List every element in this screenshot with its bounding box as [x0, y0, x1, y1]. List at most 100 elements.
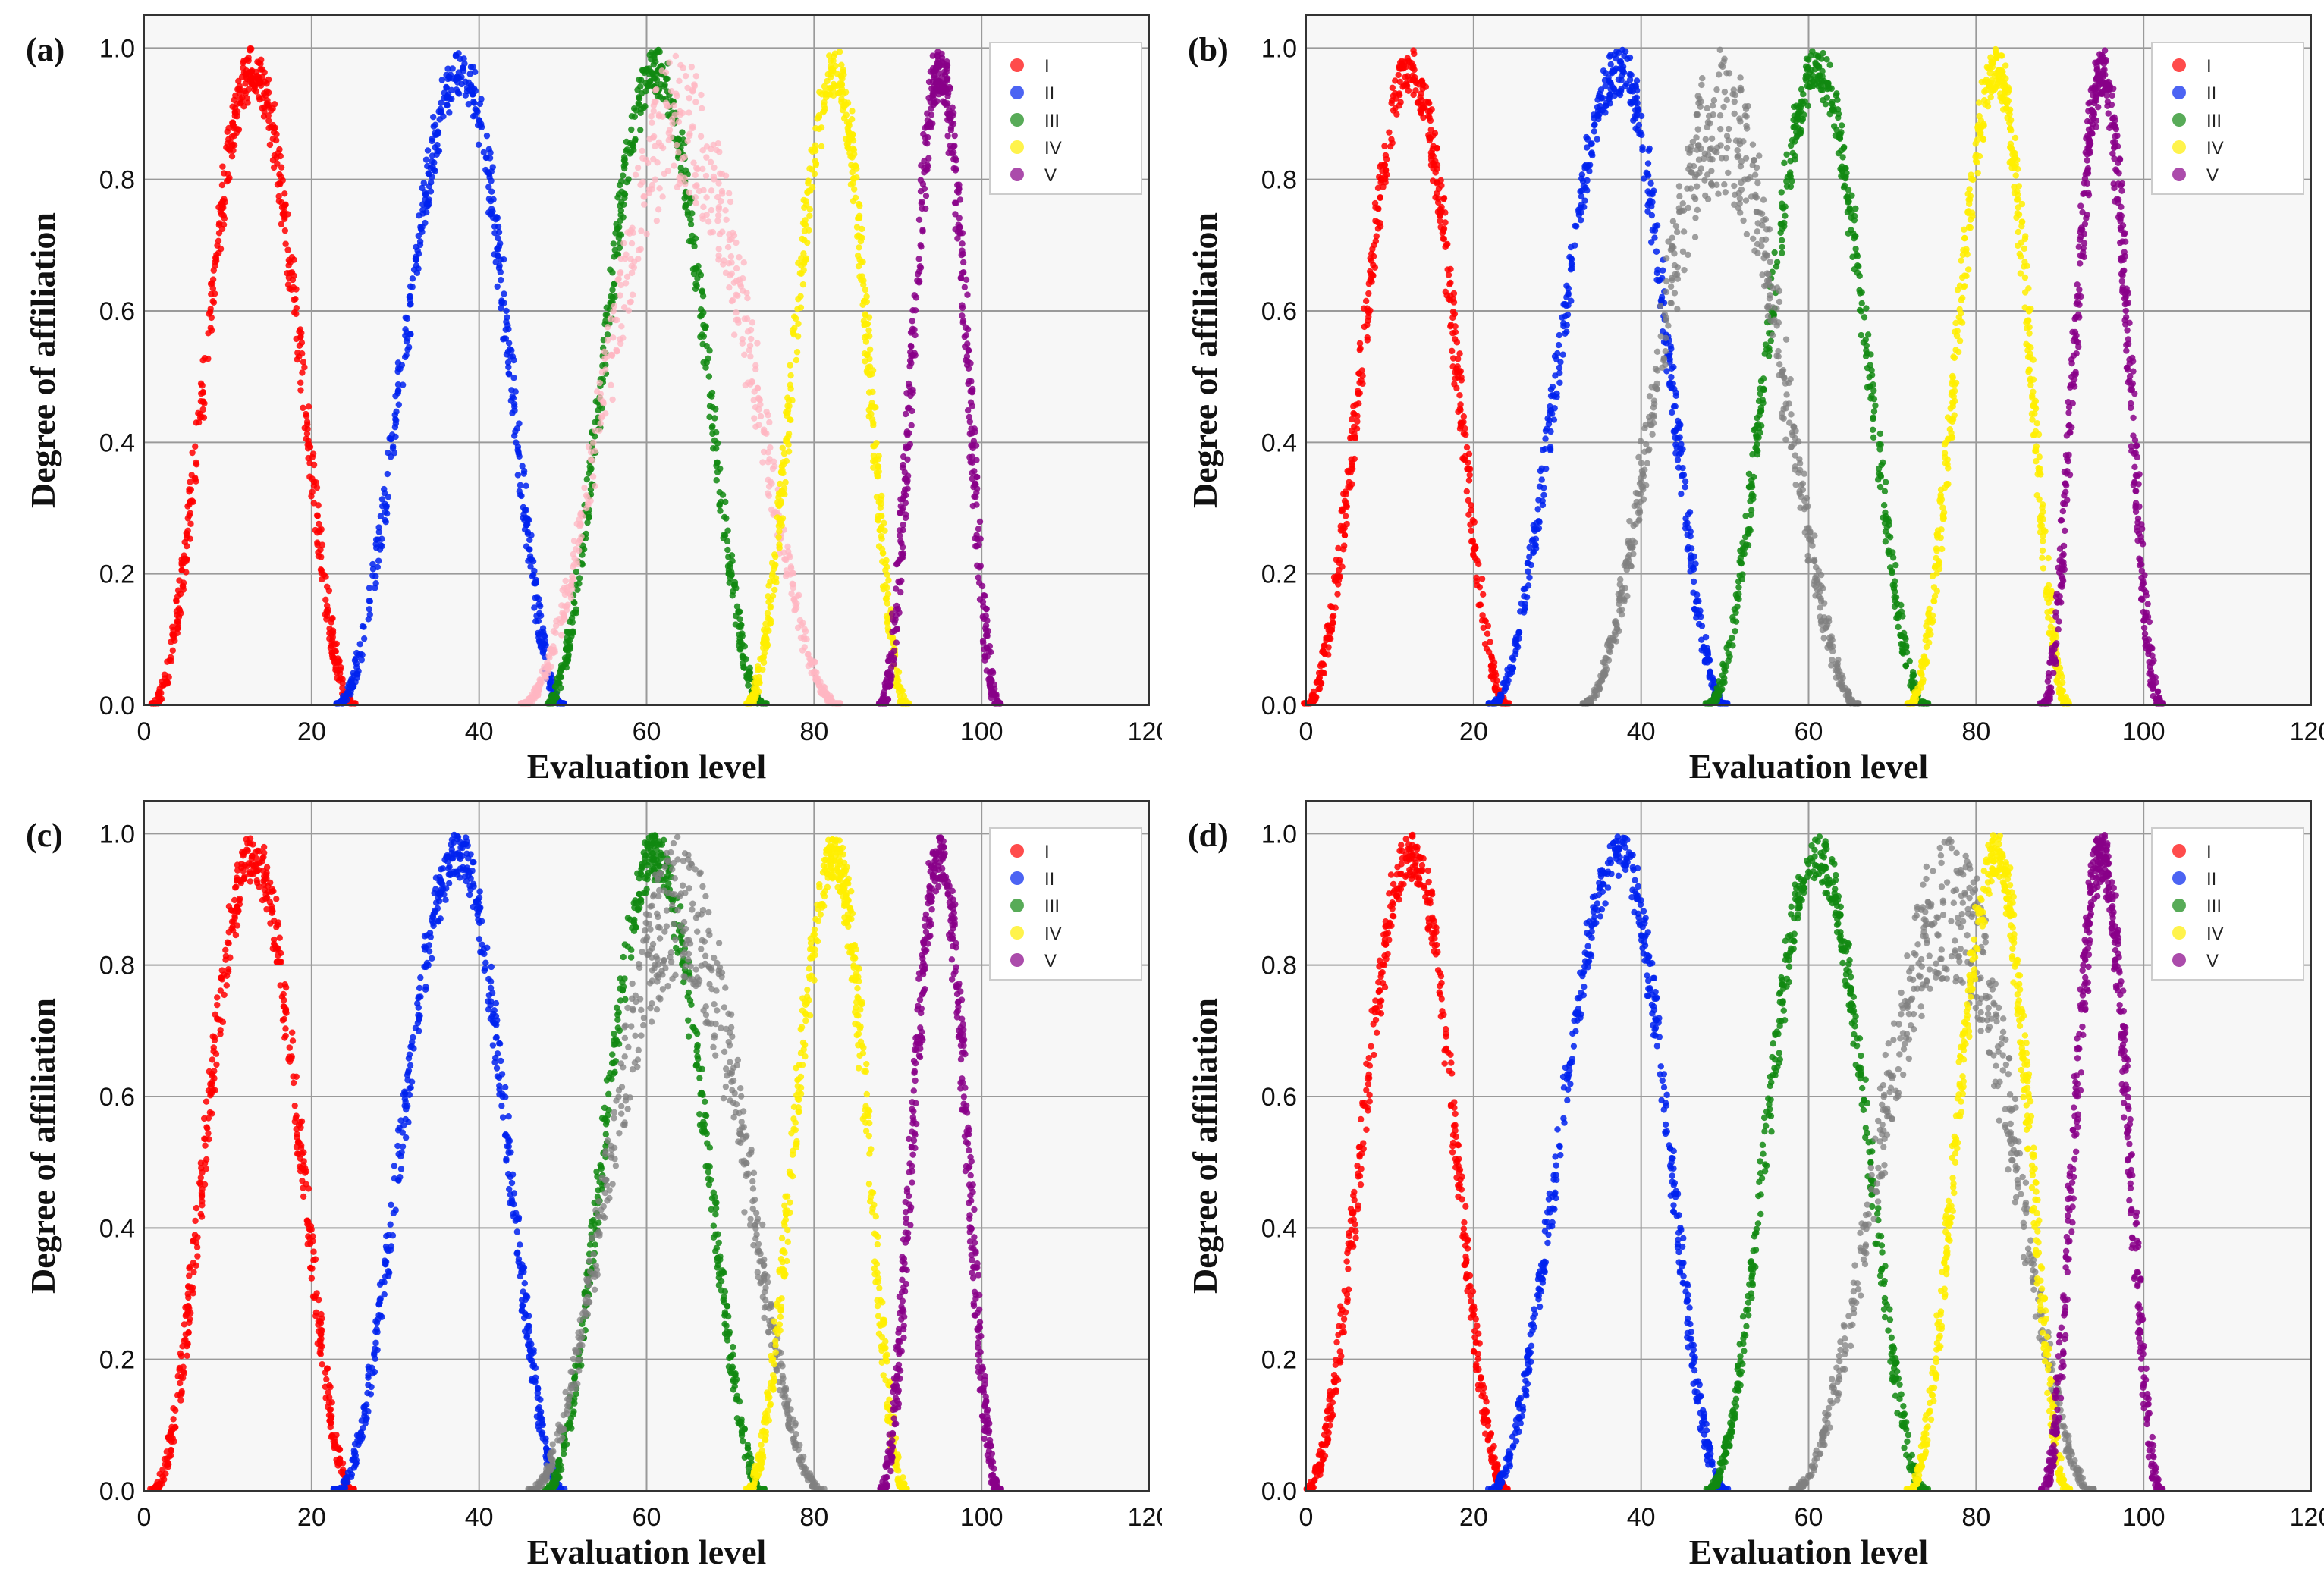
data-point: [621, 156, 628, 163]
data-point: [700, 203, 707, 211]
data-point: [958, 251, 965, 259]
data-point: [604, 331, 611, 338]
data-point: [536, 676, 543, 683]
data-point: [652, 176, 659, 183]
data-point: [616, 336, 623, 343]
data-point: [587, 497, 594, 504]
data-point: [219, 163, 226, 170]
data-point: [1875, 465, 1883, 472]
data-point: [1427, 126, 1434, 133]
data-point: [494, 252, 501, 259]
data-point: [1405, 87, 1412, 94]
data-point: [762, 645, 770, 651]
data-point: [881, 689, 888, 695]
data-point: [900, 521, 906, 529]
data-point: [902, 410, 909, 418]
data-point: [569, 585, 576, 592]
data-point: [1449, 314, 1456, 322]
data-point: [780, 549, 787, 556]
data-point: [1381, 173, 1389, 180]
data-point: [667, 87, 675, 95]
data-point: [1313, 679, 1320, 686]
data-point: [636, 83, 644, 90]
data-point: [729, 297, 736, 304]
data-point: [1594, 108, 1602, 115]
data-point: [1668, 374, 1675, 381]
data-point: [542, 672, 549, 679]
data-point: [855, 232, 862, 239]
data-point: [1701, 177, 1708, 184]
data-point: [611, 281, 617, 288]
data-point: [893, 674, 901, 682]
data-point: [1826, 61, 1833, 68]
data-point: [273, 130, 280, 138]
data-point: [201, 354, 209, 362]
data-point: [303, 419, 311, 425]
data-point: [755, 688, 762, 695]
data-point: [679, 109, 686, 117]
data-point: [944, 93, 951, 100]
data-point: [1782, 203, 1789, 210]
data-point: [836, 82, 843, 89]
data-point: [156, 686, 163, 692]
data-point: [1452, 369, 1459, 376]
data-point: [1437, 218, 1443, 224]
data-point: [1445, 295, 1452, 303]
data-point: [152, 696, 159, 704]
data-point: [768, 480, 775, 487]
data-point: [964, 406, 972, 414]
data-point: [1795, 111, 1802, 118]
data-point: [303, 430, 311, 438]
data-point: [1559, 314, 1566, 321]
data-point: [1463, 444, 1471, 451]
data-point: [1356, 390, 1363, 397]
data-point: [820, 683, 827, 690]
data-point: [232, 92, 239, 99]
data-point: [1418, 77, 1426, 84]
data-point: [1900, 641, 1907, 648]
data-point: [723, 216, 730, 224]
data-point: [736, 646, 743, 653]
data-point: [694, 165, 702, 173]
data-point: [574, 586, 581, 593]
data-point: [959, 230, 966, 237]
data-point: [850, 186, 858, 193]
data-point: [902, 514, 909, 522]
data-point: [1627, 99, 1634, 106]
data-point: [1591, 128, 1597, 135]
data-point: [1369, 246, 1376, 253]
data-point: [1882, 479, 1889, 485]
data-point: [1491, 684, 1499, 691]
data-point: [755, 406, 762, 413]
data-point: [830, 53, 837, 60]
data-point: [835, 89, 842, 97]
data-point: [1679, 446, 1686, 453]
data-point: [529, 571, 537, 579]
x-tick-label: 60: [633, 717, 661, 746]
data-point: [221, 196, 228, 202]
data-point: [1584, 177, 1591, 184]
data-point: [775, 534, 782, 541]
data-point: [1377, 194, 1383, 202]
data-point: [922, 193, 930, 199]
data-point: [335, 677, 343, 684]
data-point: [666, 59, 673, 66]
data-point: [1364, 322, 1371, 328]
data-point: [692, 99, 699, 105]
data-point: [300, 359, 307, 366]
data-point: [656, 185, 663, 192]
data-point: [560, 611, 567, 618]
data-point: [210, 299, 218, 306]
data-point: [1883, 523, 1890, 531]
data-point: [416, 238, 424, 245]
data-point: [1392, 77, 1399, 84]
data-point: [262, 78, 269, 86]
data-point: [771, 563, 778, 570]
data-point: [794, 306, 801, 312]
data-point: [383, 510, 391, 517]
data-point: [1352, 435, 1359, 441]
data-point: [759, 459, 766, 466]
data-point: [947, 85, 953, 93]
data-point: [1760, 386, 1767, 393]
data-point: [1447, 265, 1454, 273]
